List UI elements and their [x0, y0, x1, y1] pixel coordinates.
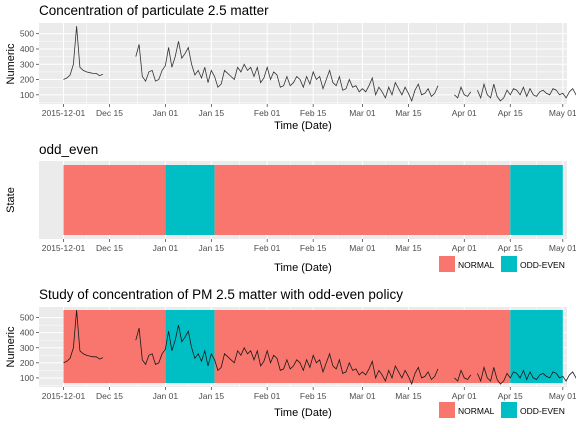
x-tick-label: Apr 01	[452, 243, 477, 253]
chart2-x-ticks: 2015-12-01 Dec 15 Jan 01 Jan 15 Feb 01 Feb 15…	[42, 239, 576, 253]
chart3-legend-normal-key	[439, 402, 455, 418]
x-tick-label: Jan 15	[199, 108, 225, 118]
x-tick-label: May 01	[549, 391, 576, 401]
x-tick-label: Jan 15	[199, 243, 225, 253]
y-tick-label: 300	[20, 59, 34, 69]
x-tick-label: Apr 15	[498, 243, 523, 253]
y-tick-label: 100	[20, 90, 34, 100]
x-tick-label: Mar 01	[349, 108, 376, 118]
chart3-y-ticks: 100 200 300 400 500	[20, 313, 39, 383]
segment-normal	[215, 165, 511, 235]
chart1-title: Concentration of particulate 2.5 matter	[39, 3, 269, 18]
x-tick-label: Feb 01	[254, 391, 281, 401]
chart-pm25: Concentration of particulate 2.5 matter …	[5, 3, 576, 132]
segment-odd-even	[510, 310, 563, 383]
chart3-legend-oddeven-label: ODD-EVEN	[520, 406, 565, 416]
chart2-legend-oddeven-label: ODD-EVEN	[520, 260, 565, 270]
chart2-y-label: State	[5, 187, 17, 213]
x-tick-label: Apr 15	[498, 108, 523, 118]
x-tick-label: Jan 01	[153, 108, 179, 118]
x-tick-label: 2015-12-01	[42, 391, 86, 401]
y-tick-label: 300	[20, 343, 34, 353]
y-tick-label: 200	[20, 75, 34, 85]
chart1-panel	[39, 23, 567, 104]
chart1-y-ticks: 100 200 300 400 500	[20, 29, 39, 100]
x-tick-label: Mar 01	[349, 243, 376, 253]
segment-odd-even	[165, 165, 214, 235]
chart3-legend-oddeven-key	[501, 402, 517, 418]
chart2-x-label: Time (Date)	[274, 262, 332, 274]
chart3-segments	[64, 310, 563, 383]
x-tick-label: May 01	[549, 108, 576, 118]
chart2-legend-oddeven-key	[501, 256, 517, 272]
x-tick-label: May 01	[549, 243, 576, 253]
x-tick-label: Feb 15	[300, 391, 327, 401]
x-tick-label: Feb 15	[300, 108, 327, 118]
y-tick-label: 100	[20, 373, 34, 383]
segment-odd-even	[165, 310, 214, 383]
segment-normal	[64, 310, 166, 383]
chart1-x-label: Time (Date)	[274, 120, 332, 132]
chart2-legend-normal-label: NORMAL	[458, 260, 495, 270]
x-tick-label: Apr 15	[498, 391, 523, 401]
x-tick-label: Mar 01	[349, 391, 376, 401]
y-tick-label: 500	[20, 313, 34, 323]
chart3-legend: NORMAL ODD-EVEN	[439, 402, 565, 418]
chart-odd-even: odd_even 2015-12-01 Dec 15 Jan 01 Jan 15 Feb…	[5, 142, 576, 274]
x-tick-label: 2015-12-01	[42, 108, 86, 118]
y-tick-label: 500	[20, 29, 34, 39]
chart3-x-label: Time (Date)	[274, 407, 332, 419]
segment-odd-even	[510, 165, 563, 235]
x-tick-label: Apr 01	[452, 391, 477, 401]
y-tick-label: 200	[20, 358, 34, 368]
chart-pm25-with-policy: Study of concentration of PM 2.5 matter …	[5, 287, 576, 419]
chart3-legend-normal-label: NORMAL	[458, 406, 495, 416]
x-tick-label: Feb 01	[254, 108, 281, 118]
y-tick-label: 400	[20, 44, 34, 54]
chart2-legend-normal-key	[439, 256, 455, 272]
chart1-x-ticks: 2015-12-01 Dec 15 Jan 01 Jan 15 Feb 01 Feb 15…	[42, 104, 576, 118]
chart3-x-ticks: 2015-12-01 Dec 15 Jan 01 Jan 15 Feb 01 Feb 15…	[42, 387, 576, 401]
x-tick-label: Feb 15	[300, 243, 327, 253]
x-tick-label: Jan 01	[153, 243, 179, 253]
x-tick-label: Jan 15	[199, 391, 225, 401]
chart2-segments	[64, 165, 563, 235]
x-tick-label: Feb 01	[254, 243, 281, 253]
y-tick-label: 400	[20, 328, 34, 338]
segment-normal	[64, 165, 166, 235]
x-tick-label: Dec 15	[96, 108, 123, 118]
chart2-legend: NORMAL ODD-EVEN	[439, 256, 565, 272]
chart3-y-label: Numeric	[5, 326, 17, 367]
x-tick-label: 2015-12-01	[42, 243, 86, 253]
chart2-title: odd_even	[39, 142, 98, 157]
chart1-y-label: Numeric	[5, 43, 17, 84]
x-tick-label: Mar 15	[395, 108, 422, 118]
chart3-title: Study of concentration of PM 2.5 matter …	[39, 287, 403, 302]
x-tick-label: Mar 15	[395, 391, 422, 401]
x-tick-label: Apr 01	[452, 108, 477, 118]
x-tick-label: Dec 15	[96, 391, 123, 401]
x-tick-label: Mar 15	[395, 243, 422, 253]
x-tick-label: Dec 15	[96, 243, 123, 253]
x-tick-label: Jan 01	[153, 391, 179, 401]
